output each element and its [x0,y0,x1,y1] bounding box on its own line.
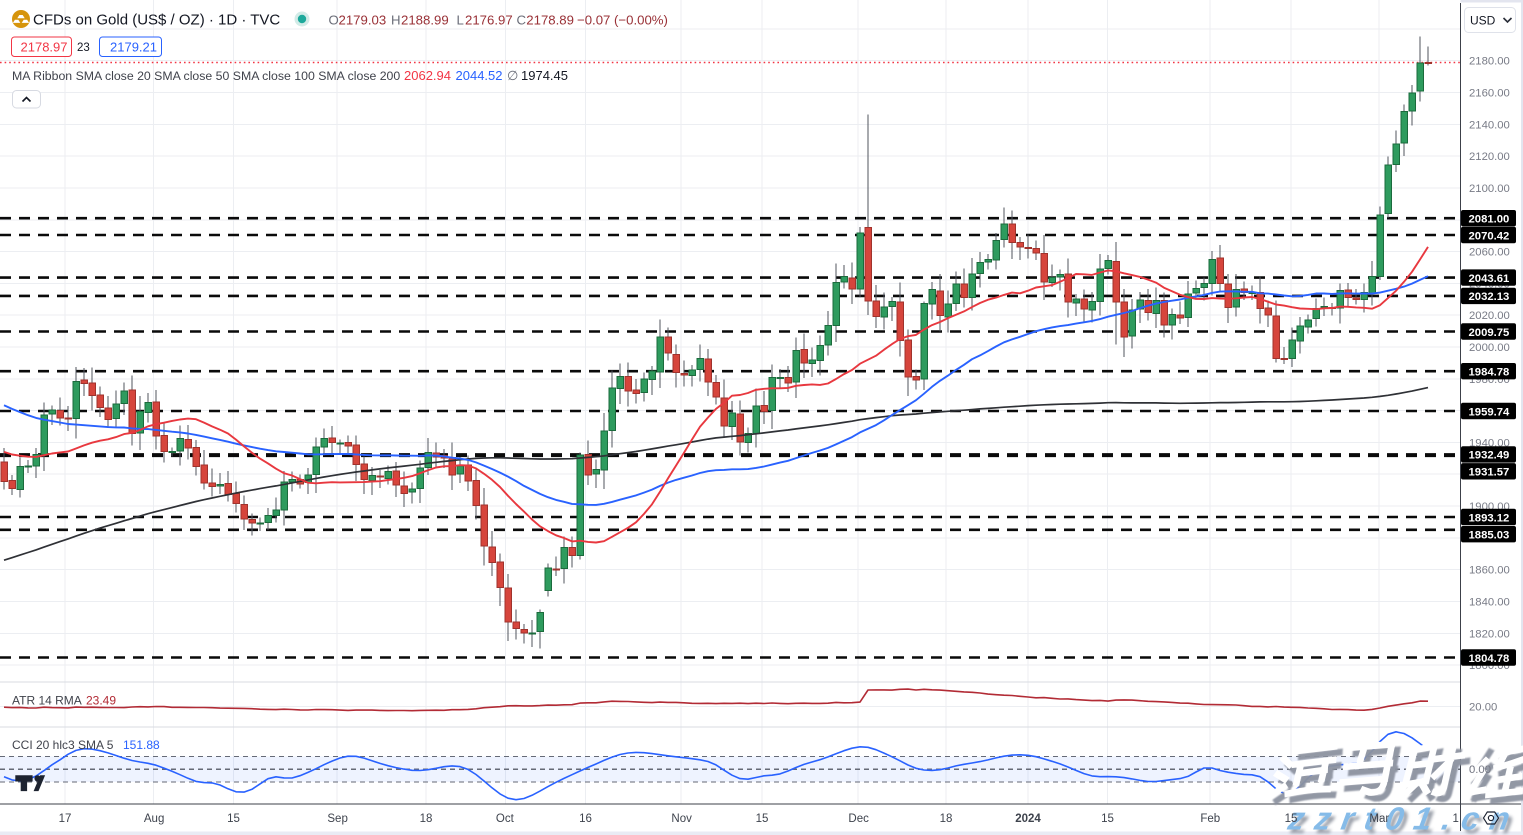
svg-text:∅: ∅ [507,68,518,83]
svg-text:Sep: Sep [327,813,347,825]
svg-text:1974.45: 1974.45 [521,68,568,83]
svg-text:2188.99: 2188.99 [401,13,449,28]
svg-text:2000.00: 2000.00 [1469,342,1510,354]
svg-text:2178.97: 2178.97 [21,40,68,55]
svg-text:2178.89: 2178.89 [526,13,574,28]
svg-text:2032.13: 2032.13 [1469,291,1510,303]
svg-text:15: 15 [227,813,240,825]
svg-text:15: 15 [1285,813,1298,825]
svg-text:2100.00: 2100.00 [1469,183,1510,195]
svg-text:2179.03: 2179.03 [339,13,387,28]
svg-text:2160.00: 2160.00 [1469,88,1510,100]
svg-text:18: 18 [940,813,953,825]
svg-text:2176.97: 2176.97 [465,13,513,28]
svg-text:zzrt01.cn: zzrt01.cn [1288,804,1523,835]
svg-text:Dec: Dec [848,813,869,825]
svg-text:1860.00: 1860.00 [1469,565,1510,577]
svg-text:16: 16 [579,813,592,825]
svg-text:18: 18 [420,813,433,825]
svg-text:L: L [457,13,464,28]
svg-text:MA Ribbon SMA close 20 SMA clo: MA Ribbon SMA close 20 SMA close 50 SMA … [12,69,400,83]
svg-text:2020.00: 2020.00 [1469,310,1510,322]
svg-text:2140.00: 2140.00 [1469,119,1510,131]
svg-text:Mar: Mar [1369,813,1389,825]
svg-text:1840.00: 1840.00 [1469,596,1510,608]
svg-text:17: 17 [59,813,72,825]
svg-text:USD: USD [1470,14,1496,28]
svg-text:2024: 2024 [1015,813,1041,825]
svg-text:1820.00: 1820.00 [1469,628,1510,640]
svg-text:ATR 14 RMA: ATR 14 RMA [12,694,82,708]
svg-text:1931.57: 1931.57 [1469,467,1510,479]
svg-text:20.00: 20.00 [1469,701,1497,713]
svg-text:CFDs on Gold (US$ / OZ) · 1D ·: CFDs on Gold (US$ / OZ) · 1D · TVC [33,12,280,29]
svg-text:0.00: 0.00 [1469,764,1491,776]
svg-text:1893.12: 1893.12 [1469,512,1510,524]
svg-text:2179.21: 2179.21 [110,40,157,55]
svg-text:−0.07 (−0.00%): −0.07 (−0.00%) [577,13,668,28]
svg-text:1984.78: 1984.78 [1469,367,1510,379]
svg-text:Nov: Nov [671,813,692,825]
svg-text:2120.00: 2120.00 [1469,151,1510,163]
svg-text:2070.42: 2070.42 [1469,230,1510,242]
svg-text:2009.75: 2009.75 [1469,327,1510,339]
svg-text:O: O [329,13,339,28]
svg-text:Aug: Aug [144,813,164,825]
svg-text:15: 15 [756,813,769,825]
svg-text:1959.74: 1959.74 [1469,406,1511,418]
svg-text:15: 15 [1101,813,1114,825]
svg-text:CCI 20 hlc3 SMA 5: CCI 20 hlc3 SMA 5 [12,738,114,752]
svg-text:2060.00: 2060.00 [1469,247,1510,259]
svg-text:Feb: Feb [1200,813,1220,825]
svg-text:1804.78: 1804.78 [1469,653,1510,665]
svg-text:23: 23 [77,42,90,54]
svg-text:Oct: Oct [496,813,515,825]
svg-text:H: H [391,13,401,28]
svg-text:2081.00: 2081.00 [1469,214,1510,226]
svg-text:2062.94: 2062.94 [404,68,451,83]
svg-text:23.49: 23.49 [86,694,116,708]
svg-text:1: 1 [1453,813,1459,825]
svg-text:2043.61: 2043.61 [1469,273,1510,285]
svg-text:2180.00: 2180.00 [1469,56,1510,68]
svg-text:1932.49: 1932.49 [1469,450,1510,462]
svg-text:1885.03: 1885.03 [1469,530,1510,542]
svg-text:C: C [517,13,527,28]
svg-text:2044.52: 2044.52 [456,68,503,83]
svg-text:151.88: 151.88 [123,738,160,752]
